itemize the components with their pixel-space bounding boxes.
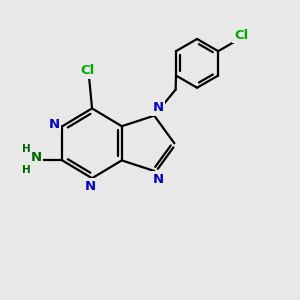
Text: N: N — [85, 180, 96, 193]
Text: Cl: Cl — [80, 64, 95, 77]
Text: N: N — [152, 173, 164, 186]
Text: N: N — [48, 118, 60, 131]
Text: H: H — [22, 165, 30, 175]
Text: N: N — [31, 151, 42, 164]
Text: H: H — [22, 144, 30, 154]
Text: Cl: Cl — [234, 28, 248, 42]
Text: N: N — [152, 101, 164, 114]
